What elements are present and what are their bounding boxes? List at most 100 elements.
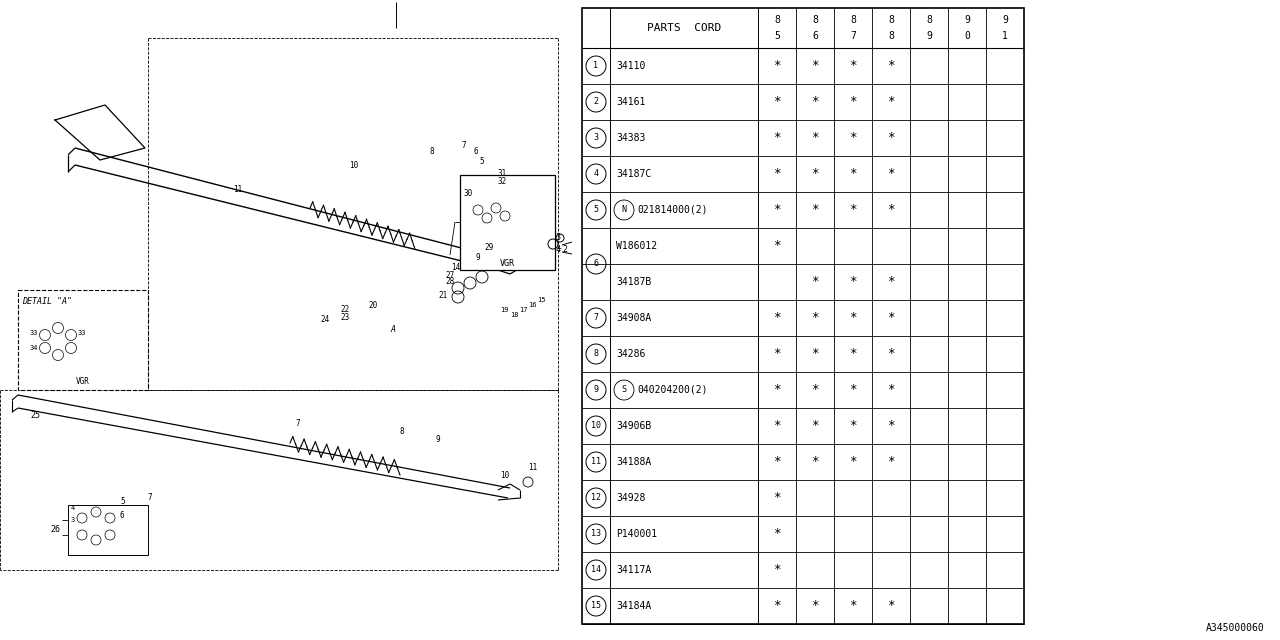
Text: 32: 32 (497, 177, 507, 186)
Text: 6: 6 (812, 31, 818, 41)
Text: A345000060: A345000060 (1206, 623, 1265, 633)
Text: 2: 2 (594, 97, 599, 106)
Text: *: * (887, 600, 895, 612)
Text: 34383: 34383 (616, 133, 645, 143)
Text: 9: 9 (476, 253, 480, 262)
Text: 7: 7 (594, 314, 599, 323)
Text: *: * (887, 131, 895, 145)
Text: *: * (887, 168, 895, 180)
Text: 11: 11 (591, 458, 602, 467)
Text: *: * (887, 312, 895, 324)
Text: 3: 3 (556, 234, 561, 243)
Text: 8: 8 (774, 15, 780, 25)
Text: 19: 19 (500, 307, 508, 313)
Text: *: * (812, 168, 819, 180)
Text: 1: 1 (1002, 31, 1007, 41)
Text: 34187C: 34187C (616, 169, 652, 179)
Text: 16: 16 (529, 302, 536, 308)
Text: 33: 33 (78, 330, 87, 336)
Text: 15: 15 (538, 297, 545, 303)
Text: 3: 3 (70, 517, 76, 523)
Text: *: * (812, 456, 819, 468)
Text: *: * (773, 131, 781, 145)
FancyBboxPatch shape (18, 290, 148, 390)
FancyBboxPatch shape (68, 505, 148, 555)
Text: *: * (773, 600, 781, 612)
Text: 9: 9 (1002, 15, 1007, 25)
Text: 12: 12 (591, 493, 602, 502)
Text: *: * (773, 527, 781, 541)
Text: N: N (622, 205, 626, 214)
Text: *: * (773, 383, 781, 397)
Text: *: * (812, 275, 819, 289)
Text: *: * (849, 383, 856, 397)
Text: 8: 8 (399, 428, 404, 436)
Text: 3: 3 (594, 134, 599, 143)
Text: *: * (773, 168, 781, 180)
Text: *: * (812, 131, 819, 145)
Text: *: * (849, 60, 856, 72)
Text: 28: 28 (445, 278, 454, 287)
Text: *: * (812, 600, 819, 612)
Text: 24: 24 (320, 316, 329, 324)
Text: 15: 15 (591, 602, 602, 611)
Text: *: * (773, 204, 781, 216)
Text: *: * (812, 95, 819, 109)
Text: 8: 8 (888, 15, 893, 25)
Text: 20: 20 (369, 301, 378, 310)
Text: *: * (887, 348, 895, 360)
Text: 5: 5 (120, 497, 124, 506)
Text: VGR: VGR (500, 259, 515, 269)
Text: *: * (849, 419, 856, 433)
Text: *: * (812, 348, 819, 360)
Text: 8: 8 (812, 15, 818, 25)
Text: S: S (622, 385, 626, 394)
Text: *: * (773, 456, 781, 468)
FancyBboxPatch shape (582, 8, 1024, 624)
Text: 17: 17 (518, 307, 527, 313)
Text: 5: 5 (594, 205, 599, 214)
Text: 8: 8 (925, 15, 932, 25)
Text: DETAIL "A": DETAIL "A" (22, 298, 72, 307)
Text: 33: 33 (29, 330, 38, 336)
Text: 4: 4 (556, 246, 561, 255)
Text: 26: 26 (50, 525, 60, 534)
Text: 21: 21 (438, 291, 447, 300)
Text: 6: 6 (120, 511, 124, 520)
Text: 34161: 34161 (616, 97, 645, 107)
Text: 34928: 34928 (616, 493, 645, 503)
Text: VGR: VGR (76, 378, 90, 387)
Text: *: * (849, 456, 856, 468)
Text: *: * (773, 348, 781, 360)
Text: 0: 0 (964, 31, 970, 41)
Text: 34110: 34110 (616, 61, 645, 71)
Text: W186012: W186012 (616, 241, 657, 251)
Text: *: * (887, 419, 895, 433)
Text: *: * (849, 95, 856, 109)
FancyBboxPatch shape (460, 175, 556, 270)
Text: 27: 27 (445, 271, 454, 280)
Text: 11: 11 (233, 186, 242, 195)
Text: *: * (849, 312, 856, 324)
Text: 8: 8 (850, 15, 856, 25)
Text: *: * (887, 275, 895, 289)
Text: *: * (812, 383, 819, 397)
Text: *: * (773, 563, 781, 577)
Text: *: * (887, 204, 895, 216)
Text: 14: 14 (591, 566, 602, 575)
Text: *: * (812, 419, 819, 433)
Text: 11: 11 (529, 463, 538, 472)
Text: 8: 8 (594, 349, 599, 358)
Text: *: * (887, 456, 895, 468)
Text: 30: 30 (465, 189, 474, 198)
Text: 021814000(2): 021814000(2) (637, 205, 708, 215)
Text: *: * (849, 204, 856, 216)
Text: 7: 7 (294, 419, 300, 429)
Text: 22: 22 (340, 305, 349, 314)
Text: 6: 6 (594, 259, 599, 269)
Text: 10: 10 (591, 422, 602, 431)
Text: *: * (887, 60, 895, 72)
Text: 9: 9 (436, 435, 440, 445)
Text: 9: 9 (964, 15, 970, 25)
Text: 5: 5 (774, 31, 780, 41)
